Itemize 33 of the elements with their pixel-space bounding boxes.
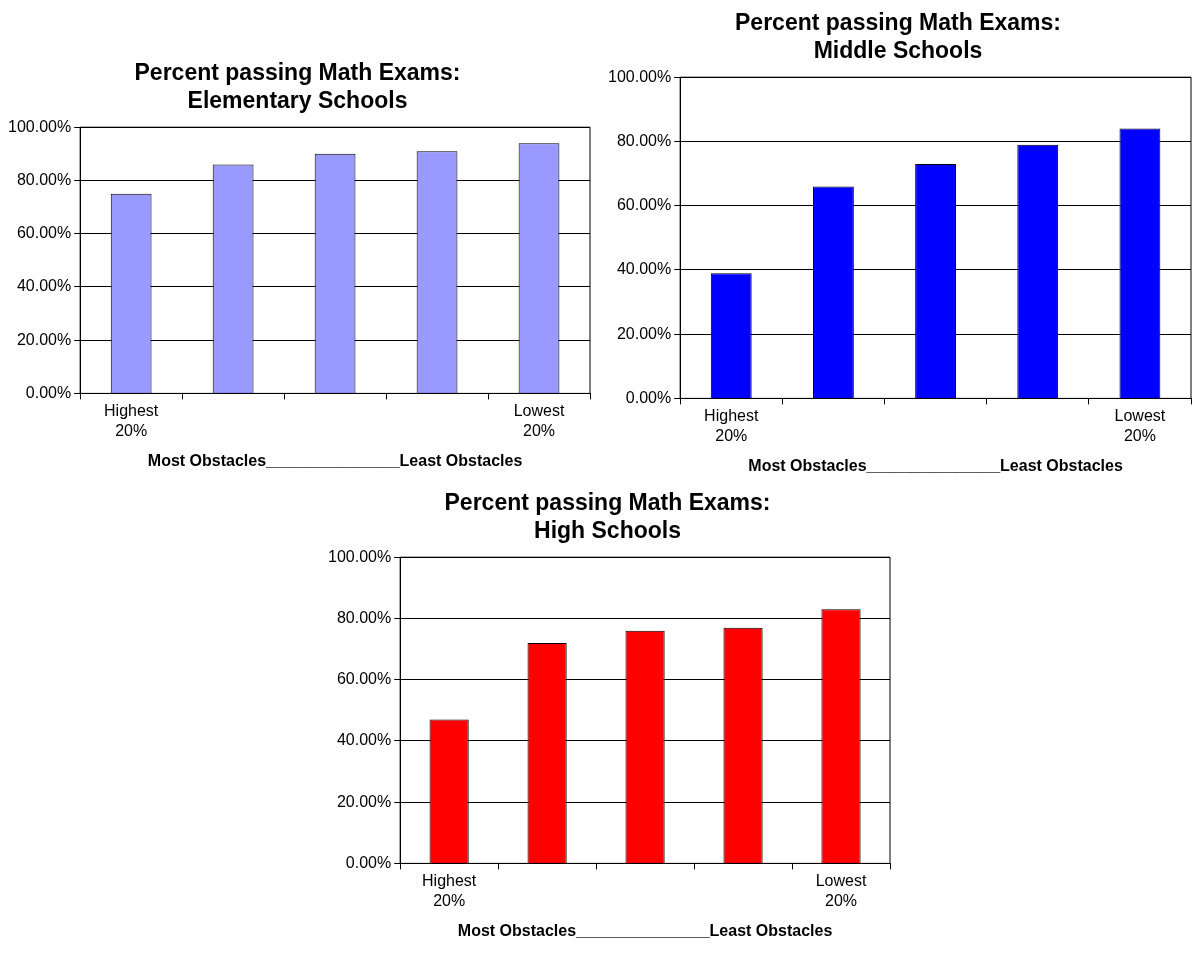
y-tick-label: 20.00% [16,330,72,348]
x-tick-label: Lowest 20% [1114,407,1166,444]
y-tick-label: 80.00% [336,608,392,626]
text: High Schools [534,516,681,543]
text: Middle Schools [813,36,983,63]
x-axis-title: Most Obstacles_______________Least Obstacles [147,451,523,469]
x-axis-title: Most Obstacles_______________Least Obstacles [457,921,833,939]
y-tick-label: 0.00% [625,388,672,406]
x-axis-title: Most Obstacles_______________Least Obstacles [748,456,1123,474]
x-tick-label: Lowest 20% [513,402,565,439]
x-tick-label: Highest 20% [104,402,159,439]
y-tick-label: 60.00% [336,670,392,688]
x-tick-label: Highest 20% [422,872,477,909]
y-tick-label: 40.00% [16,277,72,295]
y-tick-label: 80.00% [616,131,672,149]
text: Percent passing Math Exams: [735,9,1061,36]
text: Percent passing Math Exams: [444,489,771,516]
text: Percent passing Math Exams: [134,59,461,86]
y-tick-label: 60.00% [16,224,72,242]
y-tick-label: 100.00% [327,547,392,565]
text: Elementary Schools [187,86,408,113]
x-tick-label: Highest 20% [704,407,759,444]
y-tick-label: 80.00% [16,170,72,188]
y-tick-label: 0.00% [25,383,72,401]
y-tick-label: 100.00% [7,117,72,135]
y-tick-label: 0.00% [345,853,392,871]
y-tick-label: 20.00% [336,792,392,810]
y-tick-label: 40.00% [336,731,392,749]
y-tick-label: 40.00% [616,260,672,278]
y-tick-label: 100.00% [607,67,672,85]
y-tick-label: 60.00% [616,196,672,214]
x-tick-label: Lowest 20% [815,872,867,909]
y-tick-label: 20.00% [616,324,672,342]
